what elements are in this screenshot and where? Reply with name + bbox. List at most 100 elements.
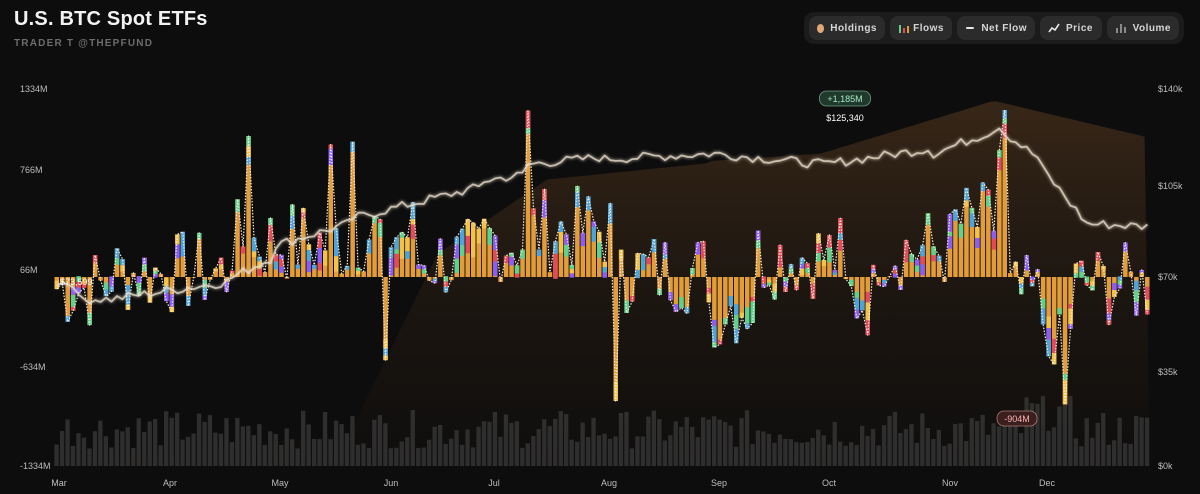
net-flow-bar bbox=[613, 277, 618, 401]
toggle-price-button[interactable]: Price bbox=[1040, 16, 1102, 40]
flow-segment bbox=[975, 227, 980, 238]
net-flow-bar bbox=[547, 272, 553, 277]
flow-segment bbox=[65, 315, 70, 322]
flow-segment bbox=[399, 237, 405, 245]
flow-segment bbox=[103, 289, 109, 297]
volume-bar bbox=[860, 425, 865, 466]
flow-segment bbox=[712, 319, 717, 326]
net-flow-bar bbox=[964, 187, 969, 277]
volume-bar bbox=[350, 416, 355, 466]
flow-segment bbox=[975, 238, 980, 248]
flow-segment bbox=[914, 265, 920, 272]
flow-segment bbox=[1046, 339, 1051, 357]
net-flow-bar bbox=[197, 232, 202, 277]
flow-segment bbox=[465, 242, 470, 254]
volume-bar bbox=[723, 422, 728, 466]
flow-segment bbox=[273, 254, 279, 262]
flow-segment bbox=[1145, 299, 1150, 310]
flow-segment bbox=[624, 300, 629, 313]
flow-segment bbox=[816, 253, 821, 262]
flow-segment bbox=[936, 255, 942, 262]
volume-bar bbox=[383, 423, 388, 466]
net-flow-bar bbox=[542, 189, 547, 277]
volume-bar bbox=[136, 418, 141, 466]
volume-bar bbox=[1144, 417, 1150, 466]
volume-label: Volume bbox=[1132, 22, 1171, 34]
net-flow-bar bbox=[520, 249, 525, 277]
volume-bar bbox=[514, 421, 519, 466]
flow-segment bbox=[920, 264, 925, 276]
flow-segment bbox=[723, 318, 728, 325]
volume-bar bbox=[503, 414, 509, 466]
flow-segment bbox=[558, 221, 564, 233]
net-flow-bar bbox=[1002, 110, 1007, 277]
volume-bar bbox=[596, 435, 602, 466]
flow-segment bbox=[969, 207, 975, 214]
net-flow-bar bbox=[980, 182, 986, 277]
net-flow-bar bbox=[701, 241, 706, 277]
month-tick-label: Sep bbox=[711, 478, 727, 488]
net-flow-label: Net Flow bbox=[981, 22, 1027, 34]
left-axis-tick-label: 766M bbox=[20, 165, 43, 175]
flow-segment bbox=[640, 254, 646, 262]
flow-segment bbox=[76, 281, 81, 288]
flow-segment bbox=[920, 245, 925, 257]
flow-segment bbox=[882, 283, 887, 287]
flow-segment bbox=[750, 301, 755, 317]
flow-segment bbox=[816, 233, 821, 244]
net-flow-bar bbox=[481, 218, 487, 277]
volume-bar bbox=[1112, 440, 1117, 466]
flow-segment bbox=[903, 240, 909, 252]
flow-segment bbox=[421, 269, 427, 274]
flow-segment bbox=[514, 273, 520, 278]
volume-bar bbox=[925, 428, 930, 466]
flow-segment bbox=[465, 219, 470, 236]
net-flow-bar bbox=[438, 238, 443, 277]
flow-segment bbox=[394, 237, 399, 250]
volume-bar bbox=[54, 444, 59, 466]
flow-segment bbox=[70, 286, 76, 295]
flow-segment bbox=[564, 244, 569, 250]
volume-bar bbox=[766, 433, 772, 466]
toggle-flows-button[interactable]: Flows bbox=[890, 16, 952, 40]
net-flow-bar bbox=[295, 264, 301, 277]
flow-segment bbox=[1013, 261, 1018, 267]
net-flow-bar bbox=[207, 277, 213, 280]
flow-segment bbox=[410, 224, 416, 239]
net-flow-bar bbox=[339, 273, 344, 277]
flow-segment bbox=[580, 236, 586, 247]
volume-bar bbox=[569, 439, 574, 466]
flow-segment bbox=[383, 339, 388, 349]
flow-segment bbox=[306, 260, 312, 273]
flow-segment bbox=[169, 306, 175, 313]
flow-segment bbox=[257, 261, 262, 269]
net-flow-bar bbox=[1123, 242, 1128, 277]
net-flow-bar bbox=[860, 277, 865, 311]
toggle-holdings-button[interactable]: Holdings bbox=[809, 16, 885, 40]
flow-segment bbox=[454, 244, 459, 259]
net-flow-bar bbox=[186, 277, 191, 306]
flow-segment bbox=[805, 268, 810, 273]
flow-segment bbox=[580, 232, 586, 237]
flow-segment bbox=[312, 264, 317, 270]
volume-bar bbox=[1040, 396, 1046, 466]
volume-bar bbox=[838, 441, 843, 466]
volume-bar bbox=[207, 415, 213, 466]
flow-segment bbox=[377, 219, 383, 224]
flow-segment bbox=[668, 292, 673, 301]
flow-segment bbox=[355, 271, 361, 275]
flow-segment bbox=[1029, 279, 1035, 284]
toggle-volume-button[interactable]: Volume bbox=[1107, 16, 1179, 40]
volume-bar bbox=[153, 419, 158, 466]
left-axis-tick-label: -1334M bbox=[20, 461, 51, 471]
flow-segment bbox=[76, 287, 81, 294]
right-axis-tick-label: $105k bbox=[1158, 181, 1183, 191]
flow-segment bbox=[246, 156, 251, 165]
toggle-net-flow-button[interactable]: Net Flow bbox=[957, 16, 1035, 40]
flow-segment bbox=[503, 255, 509, 264]
flow-segment bbox=[903, 251, 909, 263]
flow-segment bbox=[558, 232, 564, 241]
volume-bar bbox=[65, 419, 70, 466]
flow-segment bbox=[1117, 276, 1123, 281]
flow-segment bbox=[849, 279, 854, 283]
